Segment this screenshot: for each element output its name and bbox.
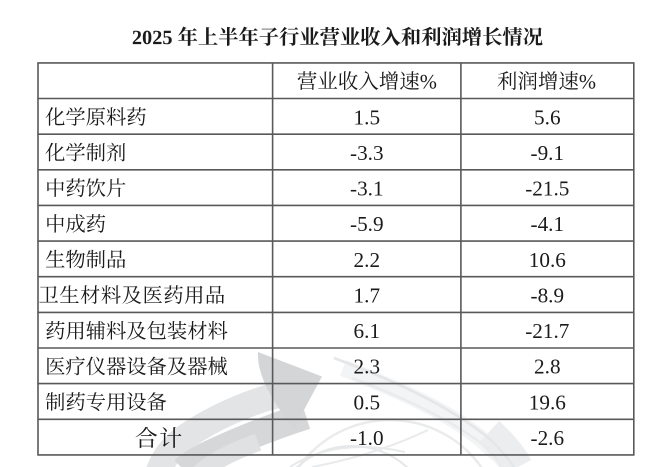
svg-text:-9.1: -9.1 — [531, 141, 565, 165]
svg-text:-3.3: -3.3 — [350, 141, 384, 165]
svg-text:-1.0: -1.0 — [350, 426, 384, 450]
svg-text:-5.9: -5.9 — [350, 212, 384, 236]
svg-text:-3.1: -3.1 — [350, 177, 384, 201]
svg-text:-8.9: -8.9 — [531, 283, 565, 307]
svg-text:-21.7: -21.7 — [525, 319, 569, 343]
svg-text:19.6: 19.6 — [529, 390, 566, 414]
svg-text:2.2: 2.2 — [354, 248, 380, 272]
svg-text:5.6: 5.6 — [534, 105, 560, 129]
svg-text:0.5: 0.5 — [354, 390, 380, 414]
svg-text:6.1: 6.1 — [354, 319, 380, 343]
svg-text:-4.1: -4.1 — [531, 212, 565, 236]
svg-text:-2.6: -2.6 — [531, 426, 565, 450]
svg-text:10.6: 10.6 — [529, 248, 566, 272]
svg-text:1.7: 1.7 — [354, 283, 380, 307]
svg-text:1.5: 1.5 — [354, 105, 380, 129]
svg-text:2.8: 2.8 — [534, 355, 560, 379]
svg-text:2.3: 2.3 — [354, 355, 380, 379]
svg-text:-21.5: -21.5 — [525, 177, 569, 201]
